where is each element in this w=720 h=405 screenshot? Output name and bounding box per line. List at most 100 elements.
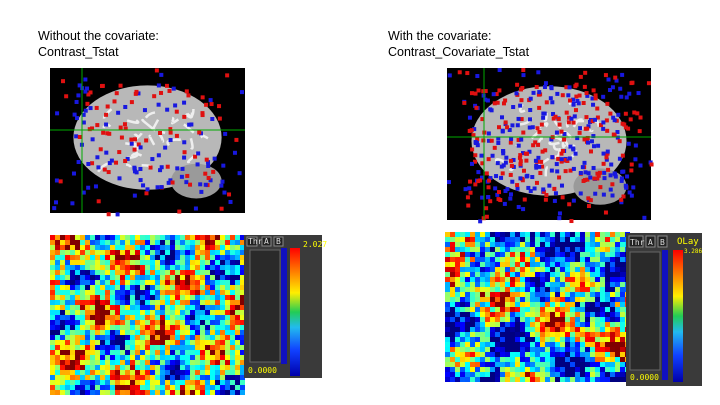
activation-voxel bbox=[585, 140, 590, 145]
heatmap-cell bbox=[100, 235, 105, 240]
heatmap-cell bbox=[140, 310, 145, 315]
heatmap-cell bbox=[145, 250, 150, 255]
heatmap-cell bbox=[130, 315, 135, 320]
heatmap-cell bbox=[520, 342, 525, 347]
heatmap-cell bbox=[55, 360, 60, 365]
heatmap-cell bbox=[150, 315, 155, 320]
heatmap-cell bbox=[565, 332, 570, 337]
heatmap-cell bbox=[195, 365, 200, 370]
heatmap-cell bbox=[465, 372, 470, 377]
heatmap-cell bbox=[55, 300, 60, 305]
heatmap-cell bbox=[60, 345, 65, 350]
heatmap-cell bbox=[145, 390, 150, 395]
activation-voxel bbox=[620, 153, 625, 158]
heatmap-cell bbox=[225, 375, 230, 380]
heatmap-cell bbox=[100, 305, 105, 310]
heatmap-cell bbox=[150, 240, 155, 245]
heatmap-cell bbox=[515, 317, 520, 322]
heatmap-cell bbox=[610, 327, 615, 332]
button[interactable] bbox=[246, 236, 258, 247]
heatmap-cell bbox=[230, 315, 235, 320]
heatmap-cell bbox=[135, 295, 140, 300]
activation-voxel bbox=[505, 125, 510, 130]
heatmap-cell bbox=[570, 302, 575, 307]
heatmap-cell bbox=[570, 262, 575, 267]
heatmap-cell bbox=[485, 287, 490, 292]
activation-voxel bbox=[585, 177, 590, 182]
button[interactable] bbox=[628, 235, 644, 248]
heatmap-cell bbox=[530, 292, 535, 297]
activation-voxel bbox=[105, 131, 110, 136]
heatmap-cell bbox=[230, 275, 235, 280]
slider-track[interactable] bbox=[629, 251, 661, 371]
button[interactable] bbox=[261, 236, 272, 247]
heatmap-cell bbox=[450, 247, 455, 252]
heatmap-cell bbox=[150, 365, 155, 370]
button[interactable] bbox=[657, 235, 668, 248]
heatmap-cell bbox=[500, 237, 505, 242]
heatmap-cell bbox=[160, 355, 165, 360]
heatmap-cell bbox=[535, 277, 540, 282]
activation-voxel bbox=[630, 80, 635, 85]
heatmap-cell bbox=[595, 252, 600, 257]
heatmap-cell bbox=[50, 250, 55, 255]
heatmap-cell bbox=[65, 285, 70, 290]
heatmap-cell bbox=[565, 237, 570, 242]
heatmap-cell bbox=[455, 372, 460, 377]
slider-track[interactable] bbox=[249, 249, 281, 363]
button[interactable] bbox=[645, 235, 656, 248]
heatmap-cell bbox=[560, 362, 565, 367]
heatmap-cell bbox=[175, 305, 180, 310]
heatmap-cell bbox=[70, 255, 75, 260]
heatmap-cell bbox=[540, 257, 545, 262]
heatmap-cell bbox=[115, 360, 120, 365]
heatmap-cell bbox=[515, 312, 520, 317]
heatmap-cell bbox=[240, 240, 245, 245]
heatmap-cell bbox=[180, 325, 185, 330]
heatmap-cell bbox=[60, 300, 65, 305]
heatmap-cell bbox=[525, 287, 530, 292]
heatmap-cell bbox=[160, 360, 165, 365]
activation-voxel bbox=[509, 158, 514, 163]
activation-voxel bbox=[557, 216, 562, 221]
heatmap-cell bbox=[85, 240, 90, 245]
heatmap-cell bbox=[120, 335, 125, 340]
heatmap-cell bbox=[240, 360, 245, 365]
heatmap-cell bbox=[140, 385, 145, 390]
heatmap-cell bbox=[210, 265, 215, 270]
heatmap-cell bbox=[580, 232, 585, 237]
heatmap-cell bbox=[70, 345, 75, 350]
heatmap-cell bbox=[220, 235, 225, 240]
heatmap-cell bbox=[615, 237, 620, 242]
button[interactable] bbox=[273, 236, 284, 247]
heatmap-cell bbox=[590, 327, 595, 332]
activation-voxel bbox=[553, 191, 558, 196]
heatmap-cell bbox=[605, 322, 610, 327]
heatmap-cell bbox=[140, 235, 145, 240]
heatmap-cell bbox=[600, 307, 605, 312]
heatmap-cell bbox=[100, 285, 105, 290]
activation-voxel bbox=[168, 178, 173, 183]
heatmap-cell bbox=[75, 375, 80, 380]
heatmap-cell bbox=[130, 325, 135, 330]
heatmap-cell bbox=[525, 372, 530, 377]
heatmap-cell bbox=[55, 375, 60, 380]
heatmap-cell bbox=[70, 235, 75, 240]
heatmap-cell bbox=[495, 247, 500, 252]
heatmap-cell bbox=[80, 350, 85, 355]
heatmap-cell bbox=[100, 300, 105, 305]
heatmap-cell bbox=[530, 312, 535, 317]
heatmap-cell bbox=[445, 357, 450, 362]
heatmap-cell bbox=[90, 260, 95, 265]
heatmap-cell bbox=[240, 285, 245, 290]
heatmap-cell bbox=[505, 347, 510, 352]
heatmap-cell bbox=[515, 267, 520, 272]
heatmap-cell bbox=[620, 297, 625, 302]
heatmap-cell bbox=[205, 375, 210, 380]
heatmap-cell bbox=[210, 325, 215, 330]
heatmap-cell bbox=[615, 357, 620, 362]
heatmap-cell bbox=[155, 240, 160, 245]
heatmap-cell bbox=[185, 285, 190, 290]
heatmap-cell bbox=[605, 267, 610, 272]
